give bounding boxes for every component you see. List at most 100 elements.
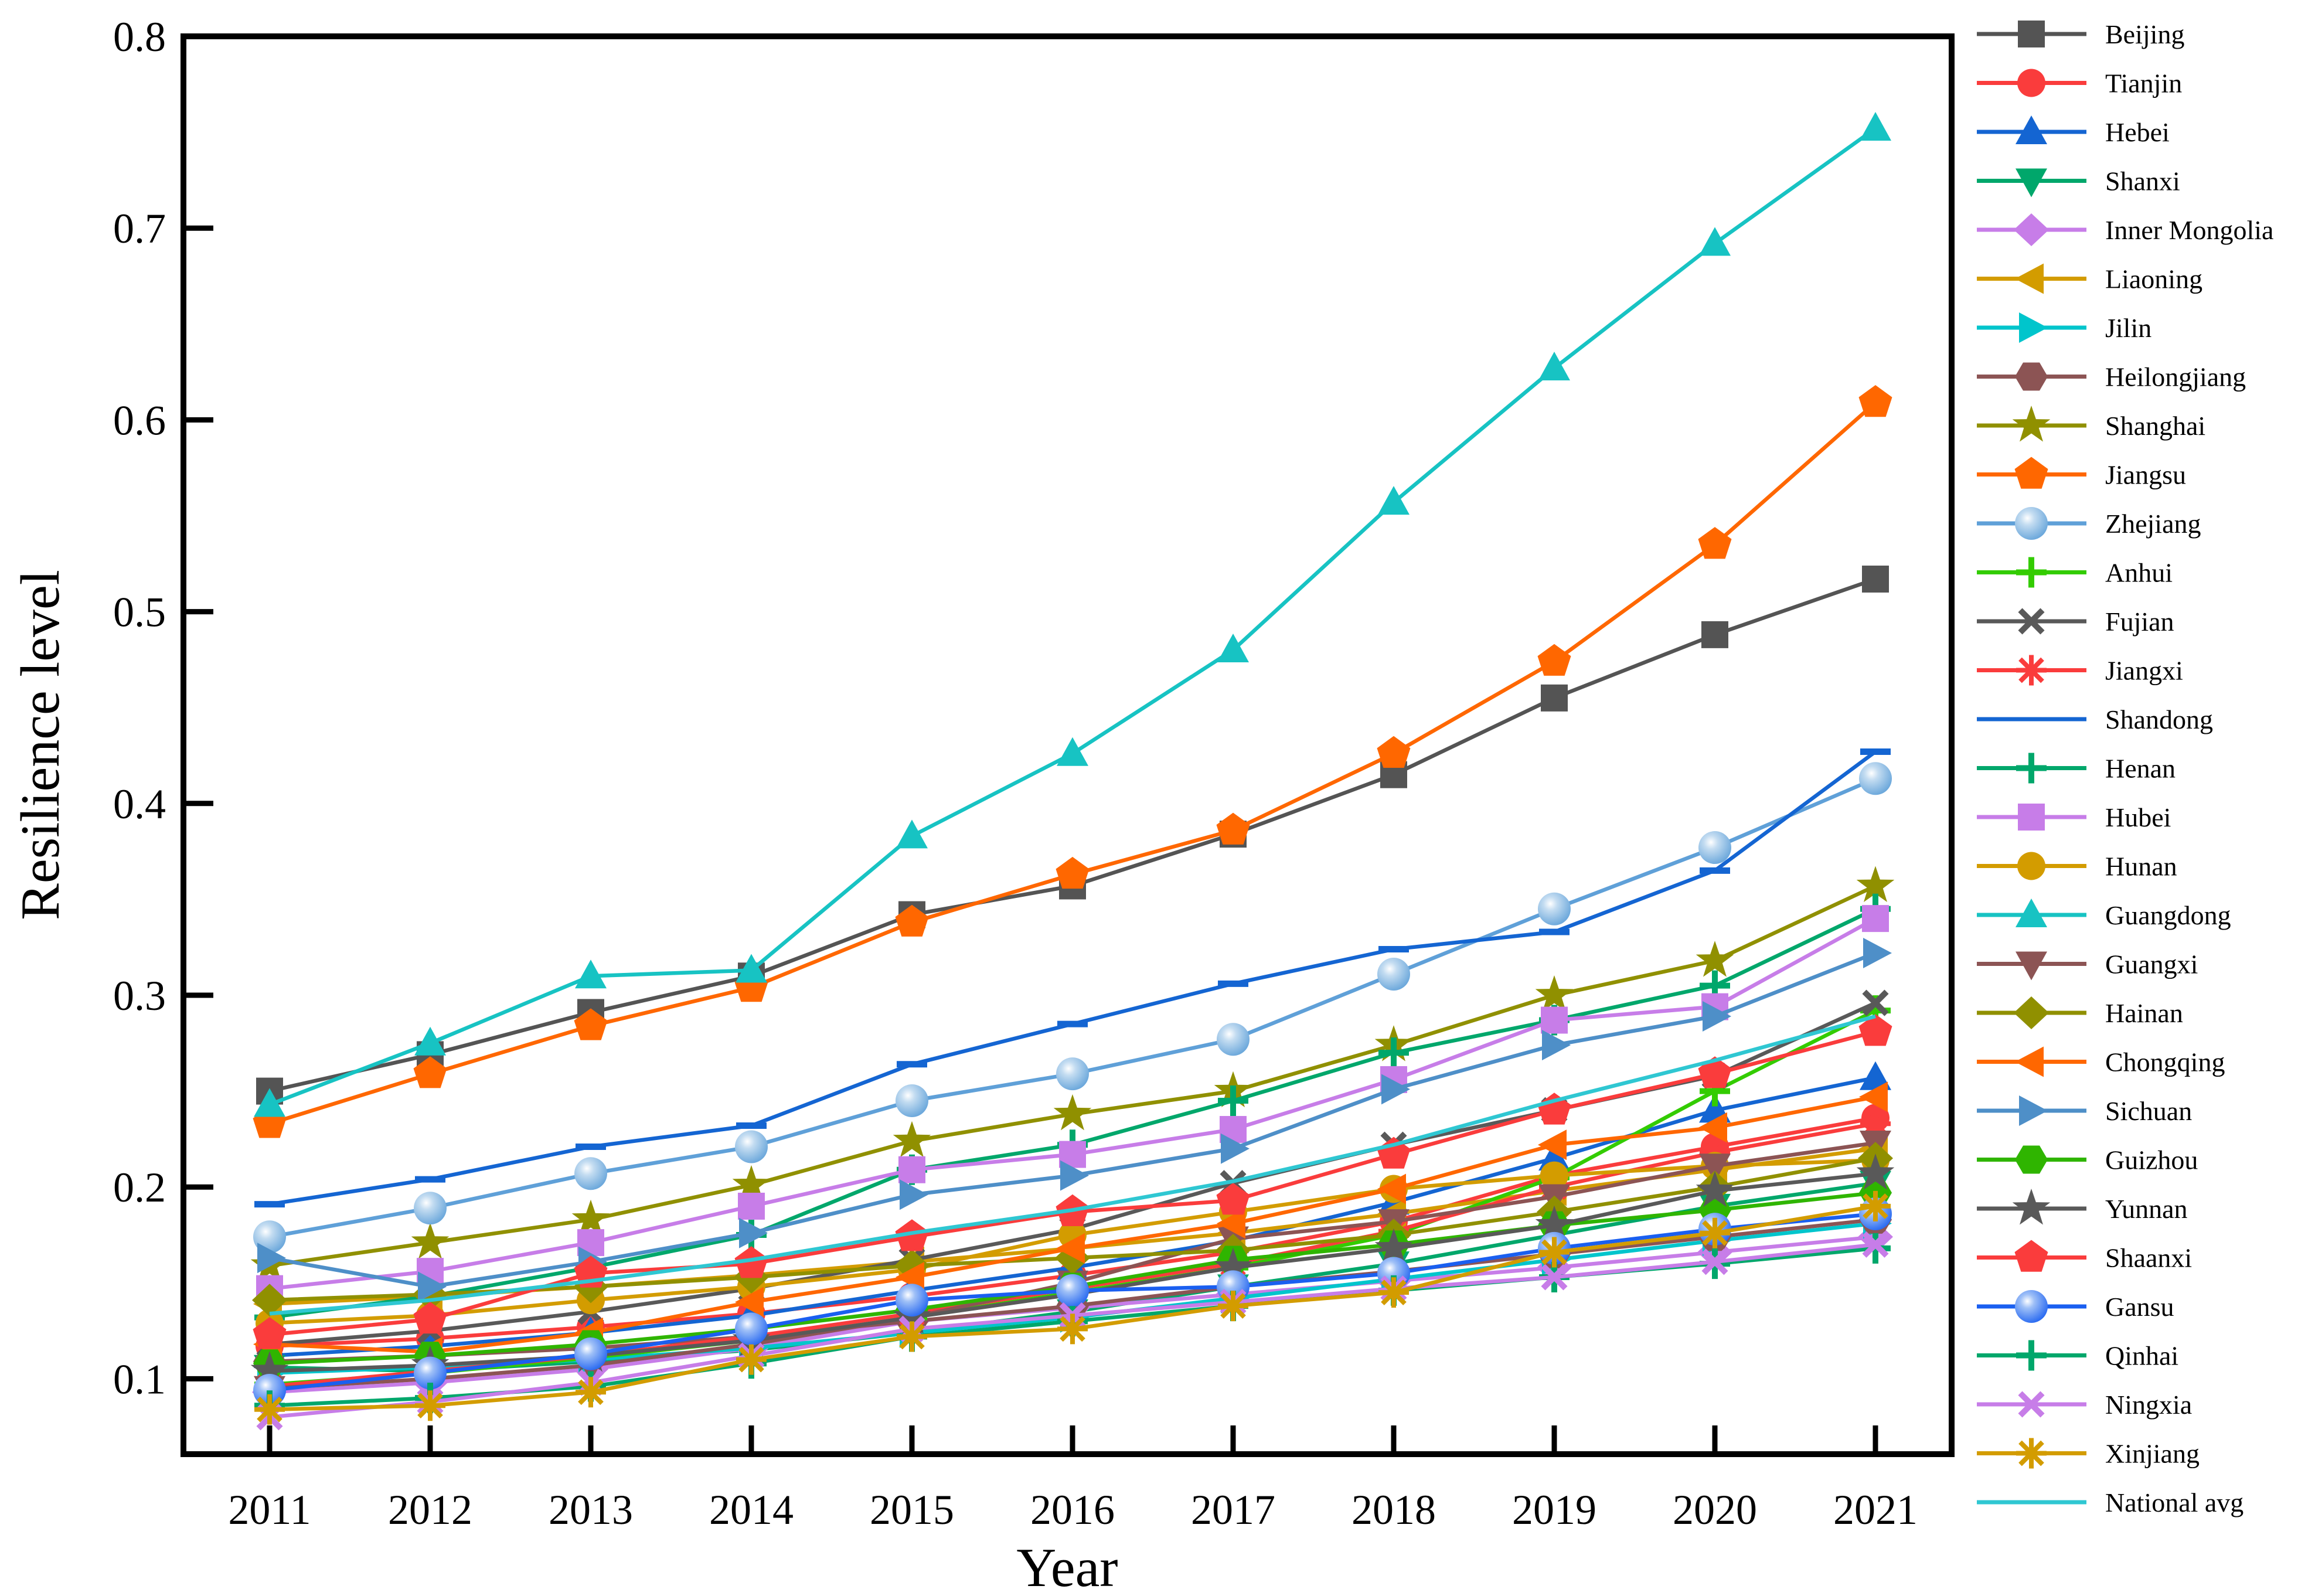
marker-plus bbox=[1218, 1085, 1248, 1116]
marker-star bbox=[1696, 1170, 1734, 1207]
marker-triangle-left bbox=[2015, 1046, 2044, 1077]
series-national-avg bbox=[269, 1014, 1876, 1316]
marker-square bbox=[1541, 684, 1568, 712]
legend-item-label: Shanghai bbox=[2105, 411, 2205, 441]
legend-item-label: Jiangsu bbox=[2105, 460, 2186, 490]
marker-star bbox=[411, 1223, 450, 1259]
legend-item-label: Zhejiang bbox=[2105, 509, 2201, 539]
marker-triangle-right bbox=[2019, 312, 2048, 343]
marker-diamond bbox=[2014, 213, 2049, 246]
marker-hexagon bbox=[2015, 1145, 2048, 1174]
marker-plus bbox=[1378, 1037, 1409, 1068]
marker-sphere bbox=[896, 1084, 928, 1117]
marker-pentagon bbox=[413, 1056, 447, 1088]
x-tick-label: 2018 bbox=[1351, 1486, 1436, 1533]
marker-sphere bbox=[1056, 1057, 1089, 1091]
marker-sphere bbox=[1056, 1274, 1089, 1307]
legend-item-tianjin: Tianjin bbox=[1977, 69, 2182, 98]
legend-item-jiangsu: Jiangsu bbox=[1977, 457, 2186, 490]
marker-square bbox=[1862, 565, 1889, 593]
x-axis-title: Year bbox=[1016, 1537, 1118, 1596]
x-tick-label: 2017 bbox=[1191, 1486, 1275, 1533]
series-line bbox=[269, 1014, 1876, 1316]
marker-asterisk bbox=[415, 1390, 445, 1421]
legend-item-label: Shanxi bbox=[2105, 166, 2180, 196]
legend-item-label: Heilongjiang bbox=[2105, 362, 2246, 392]
marker-circle bbox=[2017, 69, 2045, 97]
marker-star bbox=[1856, 1153, 1895, 1190]
marker-triangle-up bbox=[254, 1088, 285, 1117]
legend-item-hebei: Hebei bbox=[1977, 115, 2170, 147]
marker-triangle-right bbox=[2019, 1095, 2048, 1126]
legend-item-fujian: Fujian bbox=[1977, 607, 2174, 637]
legend-item-label: Shaanxi bbox=[2105, 1243, 2192, 1273]
legend-item-beijing: Beijing bbox=[1977, 19, 2184, 49]
marker-triangle-left bbox=[1538, 1129, 1567, 1161]
marker-triangle-up bbox=[1860, 1061, 1891, 1090]
marker-triangle-right bbox=[1703, 1001, 1731, 1032]
y-axis-title: Resilience level bbox=[10, 570, 71, 920]
marker-pentagon bbox=[734, 1246, 768, 1278]
marker-circle bbox=[2017, 852, 2045, 880]
marker-asterisk bbox=[1700, 1217, 1730, 1248]
legend-item-chongqing: Chongqing bbox=[1977, 1046, 2225, 1077]
marker-asterisk bbox=[1378, 1277, 1409, 1308]
legend-item-label: Liaoning bbox=[2105, 264, 2202, 294]
marker-triangle-left bbox=[2015, 263, 2044, 294]
legend-item-label: Jiangxi bbox=[2105, 656, 2183, 686]
marker-x bbox=[1541, 1264, 1568, 1291]
marker-sphere bbox=[735, 1130, 768, 1163]
legend-item-label: Yunnan bbox=[2105, 1194, 2188, 1224]
legend-item-label: Tianjin bbox=[2105, 69, 2182, 98]
marker-sphere bbox=[2015, 507, 2048, 540]
x-tick-label: 2012 bbox=[388, 1486, 472, 1533]
marker-triangle-left bbox=[1056, 1233, 1085, 1264]
legend-item-zhejiang: Zhejiang bbox=[1977, 507, 2201, 540]
marker-pentagon bbox=[1537, 1093, 1571, 1125]
legend-item-label: Henan bbox=[2105, 754, 2176, 784]
marker-asterisk bbox=[1860, 1190, 1891, 1221]
marker-diamond bbox=[252, 1284, 287, 1317]
series-zhejiang bbox=[253, 762, 1892, 1254]
legend-item-label: Inner Mongolia bbox=[2105, 215, 2273, 245]
marker-pentagon bbox=[1858, 385, 1892, 417]
marker-triangle-left bbox=[1217, 1208, 1245, 1239]
marker-triangle-right bbox=[1221, 1133, 1250, 1164]
marker-triangle-up bbox=[575, 959, 607, 989]
marker-triangle-up bbox=[1699, 227, 1731, 256]
y-tick-label: 0.2 bbox=[113, 1164, 166, 1211]
marker-triangle-down bbox=[2016, 168, 2047, 198]
marker-triangle-down bbox=[1699, 1153, 1731, 1183]
plot-frame bbox=[181, 33, 1955, 1457]
marker-asterisk bbox=[1539, 1237, 1570, 1268]
marker-triangle-up bbox=[2016, 899, 2047, 927]
marker-hexagon bbox=[2015, 362, 2048, 391]
marker-sphere bbox=[1217, 1023, 1250, 1056]
legend-item-label: Qinhai bbox=[2105, 1341, 2178, 1371]
marker-pentagon bbox=[895, 904, 929, 937]
x-tick-label: 2016 bbox=[1030, 1486, 1115, 1533]
marker-triangle-up bbox=[896, 819, 928, 849]
legend-item-label: Anhui bbox=[2105, 558, 2173, 588]
legend-item-henan: Henan bbox=[1977, 753, 2176, 784]
marker-triangle-right bbox=[1542, 1030, 1571, 1061]
legend-item-liaoning: Liaoning bbox=[1977, 263, 2202, 294]
y-tick-label: 0.3 bbox=[113, 972, 166, 1019]
marker-asterisk bbox=[2016, 1438, 2047, 1469]
marker-star bbox=[893, 1121, 931, 1158]
legend-item-hainan: Hainan bbox=[1977, 996, 2183, 1029]
marker-star bbox=[732, 1165, 771, 1202]
marker-triangle-left bbox=[735, 1287, 764, 1318]
marker-triangle-up bbox=[414, 1026, 446, 1056]
marker-asterisk bbox=[254, 1394, 285, 1425]
legend-item-label: Sichuan bbox=[2105, 1096, 2192, 1126]
marker-triangle-right bbox=[1060, 1160, 1089, 1191]
marker-star bbox=[1696, 941, 1734, 977]
marker-star bbox=[1214, 1247, 1252, 1284]
legend-item-heilongjiang: Heilongjiang bbox=[1977, 362, 2246, 392]
marker-sphere bbox=[735, 1312, 768, 1346]
marker-star bbox=[1535, 975, 1574, 1012]
legend-item-label: Guizhou bbox=[2105, 1145, 2198, 1175]
